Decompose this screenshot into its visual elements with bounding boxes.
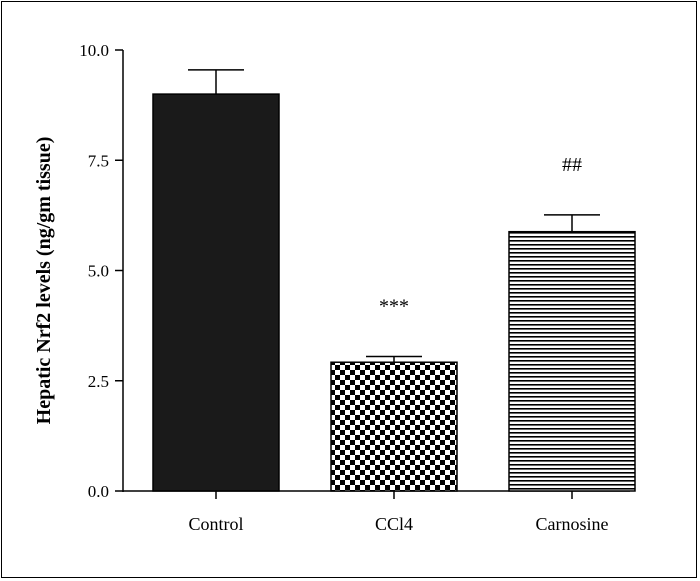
y-tick-label: 10.0 xyxy=(79,41,109,60)
annotations: *** ## xyxy=(379,154,582,318)
bars xyxy=(152,93,636,492)
y-axis: 0.0 2.5 5.0 7.5 10.0 xyxy=(79,41,124,501)
bar-ccl4 xyxy=(330,361,458,492)
y-axis-label: Hepatic Nrf2 levels (ng/gm tissue) xyxy=(33,137,55,425)
significance-label: ## xyxy=(562,154,582,176)
x-axis: Control CCl4 Carnosine xyxy=(123,490,630,534)
bar-carnosine xyxy=(508,230,636,492)
error-bars xyxy=(188,69,600,363)
bar-control xyxy=(152,93,280,492)
y-tick-label: 5.0 xyxy=(88,262,109,281)
y-tick-label: 0.0 xyxy=(88,482,109,501)
y-tick-label: 2.5 xyxy=(88,372,109,391)
significance-label: *** xyxy=(379,295,409,317)
x-tick-label: Carnosine xyxy=(536,514,609,534)
x-tick-label: Control xyxy=(188,514,243,534)
y-tick-label: 7.5 xyxy=(88,151,109,170)
x-tick-label: CCl4 xyxy=(375,514,413,534)
